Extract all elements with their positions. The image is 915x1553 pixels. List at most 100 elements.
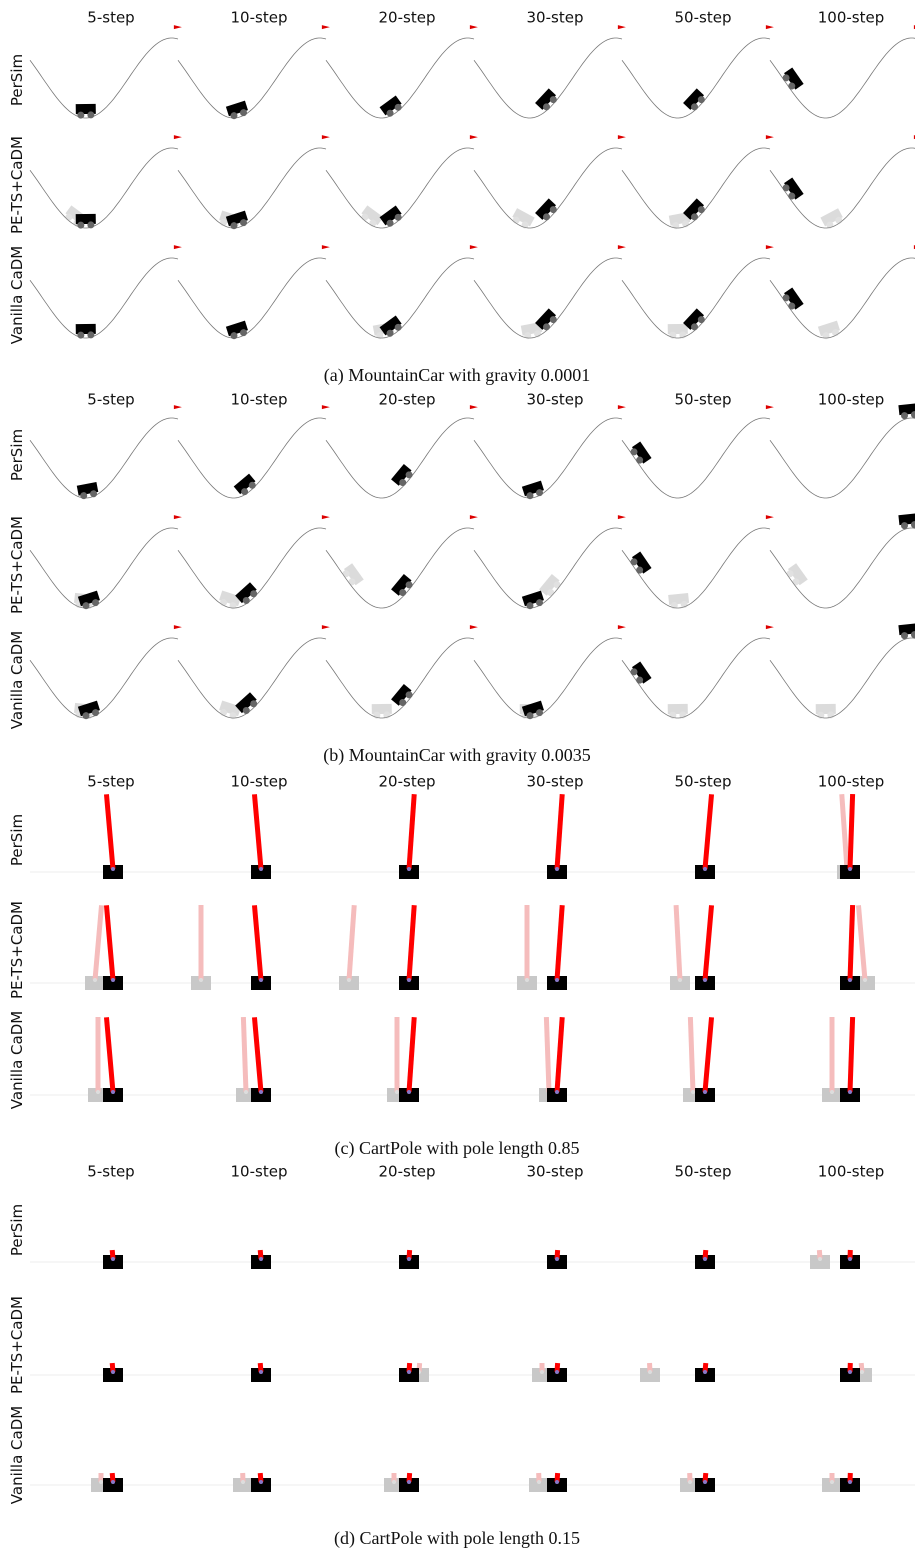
axle — [259, 867, 263, 871]
axle — [111, 1257, 115, 1261]
car — [683, 88, 705, 111]
column-label: 20-step — [379, 391, 436, 409]
cart-body — [103, 1255, 123, 1269]
cart — [840, 793, 860, 879]
cart — [103, 905, 123, 990]
pole — [702, 905, 715, 981]
wheel — [549, 206, 557, 214]
cart-body — [399, 976, 419, 990]
wheel — [77, 331, 85, 339]
cart-body — [233, 1478, 253, 1492]
car-body — [235, 692, 257, 714]
pole — [554, 1017, 565, 1093]
column-label: 30-step — [527, 1163, 584, 1181]
axle — [540, 1370, 544, 1374]
axle — [848, 867, 852, 871]
row-label: PerSim — [8, 814, 26, 866]
flag — [765, 245, 774, 250]
row-label: Vanilla CaDM — [8, 246, 26, 344]
column-label: 5-step — [87, 1163, 134, 1181]
car-body — [521, 590, 544, 607]
axle — [555, 1257, 559, 1261]
cart — [547, 1017, 567, 1102]
car-body — [631, 551, 652, 574]
wheel — [547, 589, 555, 597]
car-body — [683, 198, 705, 220]
ghost-car — [512, 208, 535, 229]
axle — [555, 1090, 559, 1094]
cart — [399, 1472, 419, 1492]
wheel — [826, 221, 834, 229]
car — [898, 513, 915, 530]
cart — [547, 905, 567, 990]
cart-body — [840, 1478, 860, 1492]
cart-body — [85, 976, 105, 990]
axle — [703, 867, 707, 871]
cart — [695, 905, 715, 990]
cart-body — [547, 1088, 567, 1102]
pole — [103, 905, 116, 981]
cart-body — [695, 976, 715, 990]
car — [235, 692, 258, 714]
wheel — [636, 456, 644, 464]
wheel — [526, 712, 534, 720]
car — [521, 480, 544, 500]
row-label: PE-TS+CaDM — [8, 901, 26, 999]
column-label: 100-step — [818, 391, 885, 409]
column-label: 50-step — [675, 1163, 732, 1181]
cart-body — [399, 1088, 419, 1102]
flag — [173, 25, 182, 30]
wheel — [82, 712, 90, 720]
wheel — [240, 329, 248, 337]
pole — [702, 794, 715, 870]
wheel — [386, 219, 394, 227]
car-body — [225, 100, 248, 117]
car-body — [371, 703, 392, 715]
wheel — [342, 570, 350, 578]
cart — [251, 905, 271, 990]
axle — [407, 1090, 411, 1094]
cart-body — [103, 1478, 123, 1492]
ghost-cart — [670, 904, 690, 990]
car-body — [379, 315, 402, 336]
column-label: 50-step — [675, 773, 732, 791]
car — [630, 661, 652, 684]
axle — [259, 1370, 263, 1374]
caption: (b) MountainCar with gravity 0.0035 — [323, 745, 590, 766]
wheel — [92, 709, 100, 717]
cart — [251, 1472, 271, 1492]
wheel — [399, 479, 407, 487]
ghost-cart — [191, 905, 211, 990]
caption: (d) CartPole with pole length 0.15 — [334, 1528, 580, 1549]
car-body — [361, 205, 384, 226]
wheel — [788, 192, 796, 200]
car-body — [521, 480, 544, 497]
cart — [695, 1362, 715, 1382]
wheel — [543, 213, 551, 221]
pole — [543, 1016, 552, 1093]
row-label: Vanilla CaDM — [8, 631, 26, 729]
car-body — [683, 88, 705, 110]
wheel — [691, 323, 699, 331]
track — [769, 637, 915, 719]
column-label: 20-step — [379, 1163, 436, 1181]
car-body — [784, 287, 804, 310]
car — [782, 287, 804, 310]
cart-body — [840, 865, 860, 879]
axle — [259, 978, 263, 982]
cart-body — [103, 1088, 123, 1102]
axle — [691, 1090, 695, 1094]
cart-body — [103, 865, 123, 879]
pole — [251, 1017, 264, 1093]
track — [29, 257, 179, 339]
car-body — [668, 212, 691, 226]
wheel — [230, 332, 238, 340]
column-label: 5-step — [87, 9, 134, 27]
cart-body — [840, 1088, 860, 1102]
wheel — [536, 489, 544, 497]
wheel — [782, 294, 790, 302]
wheel — [405, 471, 413, 479]
pole — [346, 905, 357, 981]
flag — [617, 245, 626, 250]
column-label: 100-step — [818, 1163, 885, 1181]
